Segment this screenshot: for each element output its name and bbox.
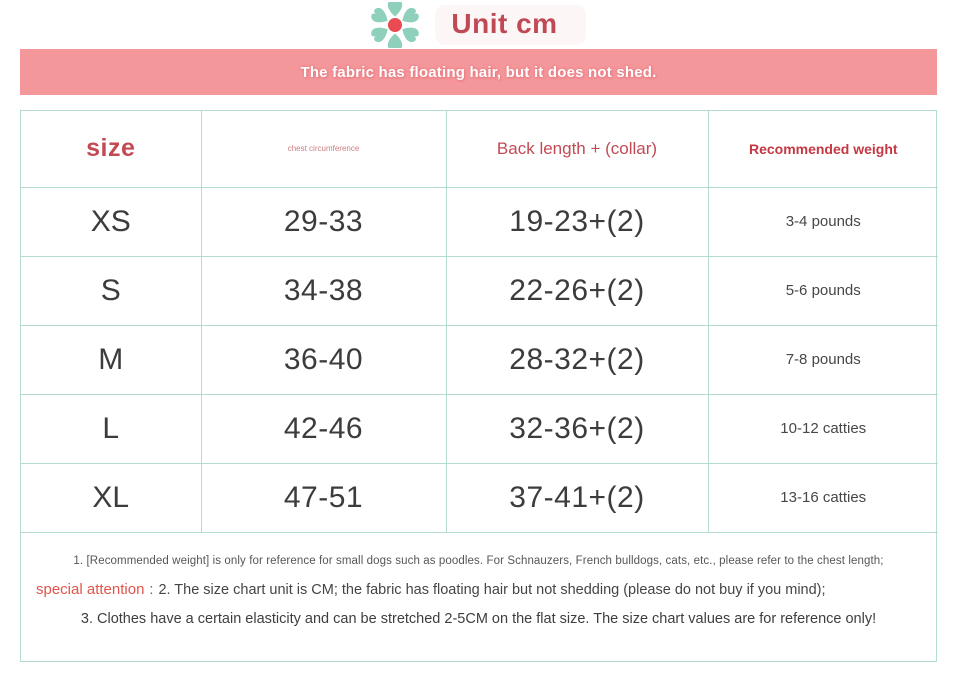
column-header-back: Back length + (collar) [446,111,709,188]
note-line-2-text: 2. The size chart unit is CM; the fabric… [158,581,826,598]
header: Unit cm [0,0,957,49]
size-cell: XL [21,463,202,533]
back-cell: 37-41+(2) [446,463,709,533]
size-cell: L [21,394,202,464]
table-row: S 34-38 22-26+(2) 5-6 pounds [21,256,938,326]
weight-cell: 13-16 catties [708,463,938,533]
size-table-box: size chest circumference Back length + (… [20,110,938,662]
back-cell: 19-23+(2) [446,187,709,257]
page-title: Unit cm [435,4,586,45]
chest-cell: 42-46 [201,394,447,464]
size-cell: M [21,325,202,395]
note-separator: : [149,581,154,598]
column-header-chest: chest circumference [201,111,447,188]
note-line-1: 1. [Recommended weight] is only for refe… [73,554,884,567]
table-row: XL 47-51 37-41+(2) 13-16 catties [21,463,938,533]
back-cell: 28-32+(2) [446,325,709,395]
size-table: size chest circumference Back length + (… [21,111,938,533]
column-header-weight: Recommended weight [708,111,938,188]
chest-cell: 47-51 [201,463,447,533]
column-header-size: size [21,111,202,188]
table-row: M 36-40 28-32+(2) 7-8 pounds [21,325,938,395]
notes-section: 1. [Recommended weight] is only for refe… [21,533,936,662]
notice-banner-text: The fabric has floating hair, but it doe… [300,63,657,81]
back-cell: 32-36+(2) [446,394,709,464]
weight-cell: 3-4 pounds [708,187,938,257]
weight-cell: 10-12 catties [708,394,938,464]
size-cell: S [21,256,202,326]
flower-icon [371,1,420,48]
table-row: XS 29-33 19-23+(2) 3-4 pounds [21,187,938,257]
chest-cell: 36-40 [201,325,447,395]
weight-cell: 7-8 pounds [708,325,938,395]
note-line-2: special attention : 2. The size chart un… [21,581,936,598]
chest-cell: 34-38 [201,256,447,326]
table-header-row: size chest circumference Back length + (… [21,111,938,188]
notice-banner: The fabric has floating hair, but it doe… [20,49,937,95]
back-cell: 22-26+(2) [446,256,709,326]
size-cell: XS [21,187,202,257]
weight-cell: 5-6 pounds [708,256,938,326]
table-row: L 42-46 32-36+(2) 10-12 catties [21,394,938,464]
special-attention-label: special attention [36,580,145,598]
note-line-3: 3. Clothes have a certain elasticity and… [80,610,877,627]
chest-cell: 29-33 [201,187,447,257]
